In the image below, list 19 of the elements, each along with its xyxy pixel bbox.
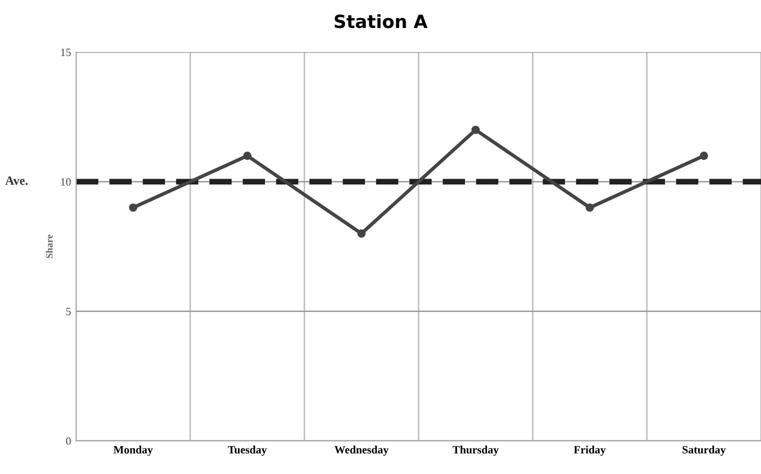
point	[129, 203, 138, 212]
y-tick-label: 5	[66, 308, 71, 316]
y-tick-label: 0	[66, 437, 71, 445]
point	[586, 203, 594, 212]
x-tick-label: Wednesday	[334, 446, 389, 456]
point	[700, 152, 708, 160]
point	[357, 229, 366, 238]
point	[471, 126, 480, 134]
chart-title: Station A	[334, 14, 428, 28]
point	[243, 152, 252, 160]
y-axis-title: Share	[46, 234, 53, 258]
x-tick-label: Friday	[574, 446, 606, 456]
x-tick-label: Tuesday	[228, 446, 267, 456]
y-tick-label: 15	[61, 48, 71, 56]
x-tick-label: Saturday	[682, 446, 726, 456]
y-tick-label: 10	[61, 178, 71, 186]
x-tick-label: Thursday	[452, 446, 499, 456]
x-tick-label: Monday	[114, 446, 153, 456]
ref-line-label: Ave.	[5, 176, 28, 185]
